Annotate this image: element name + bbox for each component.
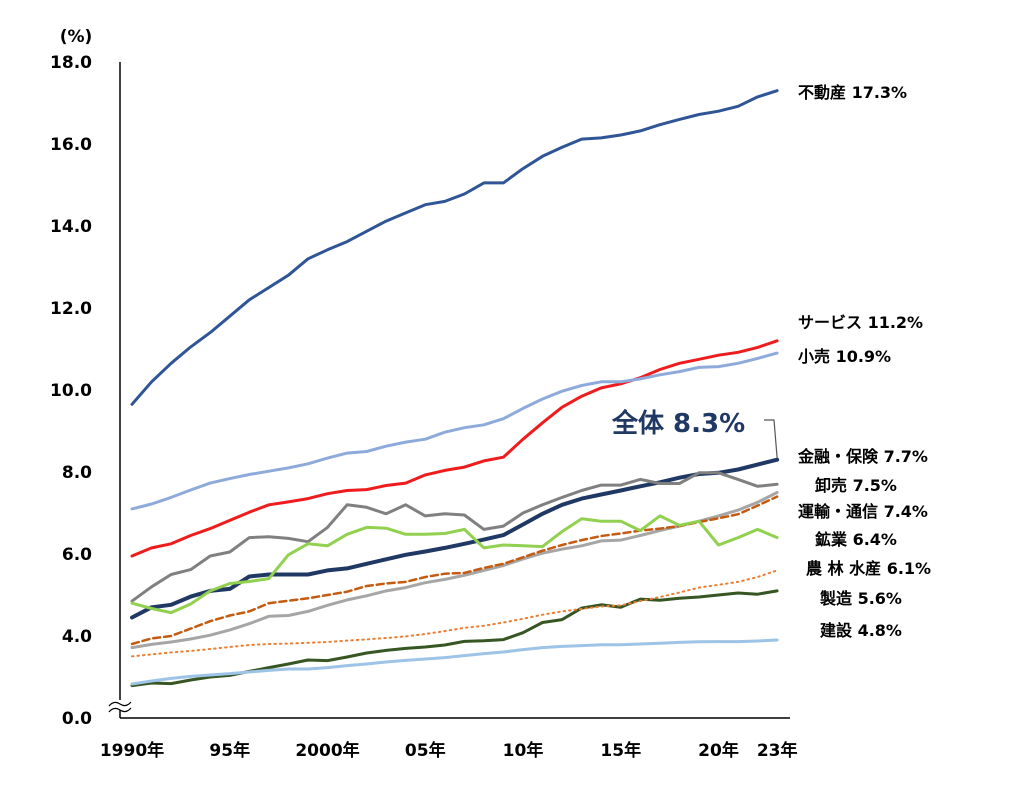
y-tick-label: 6.0 (62, 545, 92, 565)
series-line (130, 339, 779, 558)
series-end-label: 運輸・通信 7.4% (798, 502, 928, 521)
series-end-label: 小売 10.9% (798, 347, 891, 366)
y-tick-label: 10.0 (50, 381, 92, 401)
y-tick-label: 12.0 (50, 299, 92, 319)
series-end-label: 製造 5.6% (819, 589, 902, 608)
axis-break-mark (108, 707, 132, 713)
y-tick-label: 0.0 (62, 709, 92, 729)
y-tick-label: 18.0 (50, 53, 92, 73)
series-end-label: 不動産 17.3% (798, 83, 907, 102)
series-line (131, 569, 779, 658)
series-end-label: 金融・保険 7.7% (797, 447, 928, 466)
y-axis-unit: (%) (60, 27, 93, 47)
x-tick-label: 10年 (503, 740, 544, 761)
x-tick-label: 95年 (209, 740, 250, 761)
x-tick-labels: 1990年 95年 2000年 05年 10年 15年 20年 23年 (100, 740, 798, 761)
y-tick-labels: 0.0 4.0 6.0 8.0 10.0 12.0 14.0 16.0 18.0 (50, 53, 92, 729)
series-line (130, 495, 779, 646)
series-end-label: 鉱業 6.4% (815, 530, 897, 549)
series-line (130, 471, 779, 603)
y-tick-label: 16.0 (50, 135, 92, 155)
series-end-label: 農 林 水産 6.1% (806, 559, 931, 578)
x-tick-label: 23年 (757, 740, 798, 761)
series-end-label: 卸売 7.5% (815, 476, 897, 495)
series-end-label: 全体 8.3% (611, 408, 745, 439)
x-tick-label: 05年 (405, 740, 446, 761)
x-tick-label: 15年 (600, 740, 641, 761)
series-line (130, 514, 779, 615)
series-line (130, 638, 779, 686)
y-tick-label: 4.0 (62, 627, 92, 647)
series-line (130, 351, 779, 511)
series-line (130, 589, 779, 688)
series-end-labels: 不動産 17.3% サービス 11.2% 小売 10.9% 全体 8.3% 金融・保険 … (611, 83, 931, 640)
x-tick-label: 1990年 (100, 740, 164, 761)
leader-line (764, 419, 778, 458)
x-tick-label: 2000年 (295, 740, 359, 761)
y-tick-label: 14.0 (50, 217, 92, 237)
axes (108, 62, 790, 719)
axis-break-mark (108, 701, 132, 707)
series-line (130, 89, 779, 406)
series-end-label: サービス 11.2% (798, 313, 923, 332)
y-tick-label: 8.0 (62, 463, 92, 483)
series-end-label: 建設 4.8% (820, 621, 902, 640)
x-tick-label: 20年 (698, 740, 739, 761)
series-lines (130, 89, 780, 688)
axis-break-gap (108, 700, 132, 710)
